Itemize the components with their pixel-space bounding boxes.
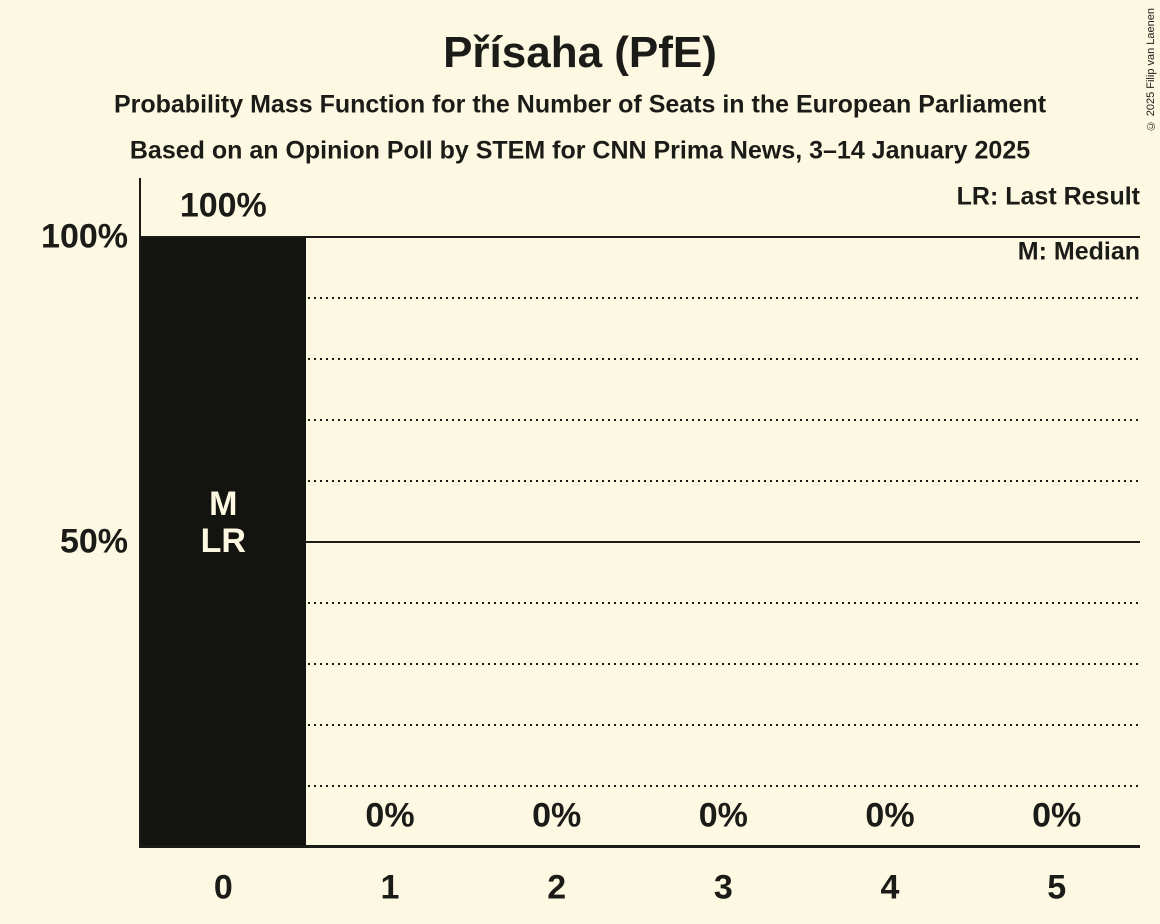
gridline-dotted bbox=[140, 724, 1140, 726]
legend-median: M: Median bbox=[1017, 237, 1140, 266]
chart-title: Přísaha (PfE) bbox=[443, 28, 717, 77]
gridline-dotted bbox=[140, 602, 1140, 604]
legend-last-result: LR: Last Result bbox=[956, 182, 1140, 211]
x-tick-label: 4 bbox=[880, 868, 900, 907]
gridline-dotted bbox=[140, 785, 1140, 787]
gridline-solid bbox=[140, 236, 1140, 238]
x-tick-label: 0 bbox=[213, 868, 233, 907]
gridline-dotted bbox=[140, 297, 1140, 299]
gridline-dotted bbox=[140, 358, 1140, 360]
chart-subtitle-poll: Based on an Opinion Poll by STEM for CNN… bbox=[129, 136, 1031, 165]
x-tick-label: 3 bbox=[713, 868, 733, 907]
value-label: 0% bbox=[365, 796, 415, 835]
x-tick-label: 2 bbox=[547, 868, 567, 907]
gridline-dotted bbox=[140, 480, 1140, 482]
gridline-dotted bbox=[140, 419, 1140, 421]
gridline-dotted bbox=[140, 663, 1140, 665]
value-label: 0% bbox=[532, 796, 582, 835]
value-label: 0% bbox=[1032, 796, 1082, 835]
x-tick-label: 1 bbox=[380, 868, 400, 907]
bar-annotation-median-lastresult: M LR bbox=[200, 485, 246, 560]
y-tick-label: 50% bbox=[59, 522, 128, 561]
y-tick-label: 100% bbox=[41, 217, 128, 256]
copyright-notice: © 2025 Filip van Laenen bbox=[1145, 8, 1157, 132]
bar-seats-0 bbox=[141, 238, 306, 847]
value-label: 0% bbox=[865, 796, 915, 835]
y-axis-line bbox=[139, 178, 141, 847]
chart-subtitle-pmf: Probability Mass Function for the Number… bbox=[113, 90, 1047, 119]
x-tick-label: 5 bbox=[1047, 868, 1067, 907]
gridline-solid bbox=[140, 541, 1140, 543]
value-label: 100% bbox=[179, 186, 267, 225]
value-label: 0% bbox=[698, 796, 748, 835]
x-axis-line bbox=[139, 845, 1140, 848]
